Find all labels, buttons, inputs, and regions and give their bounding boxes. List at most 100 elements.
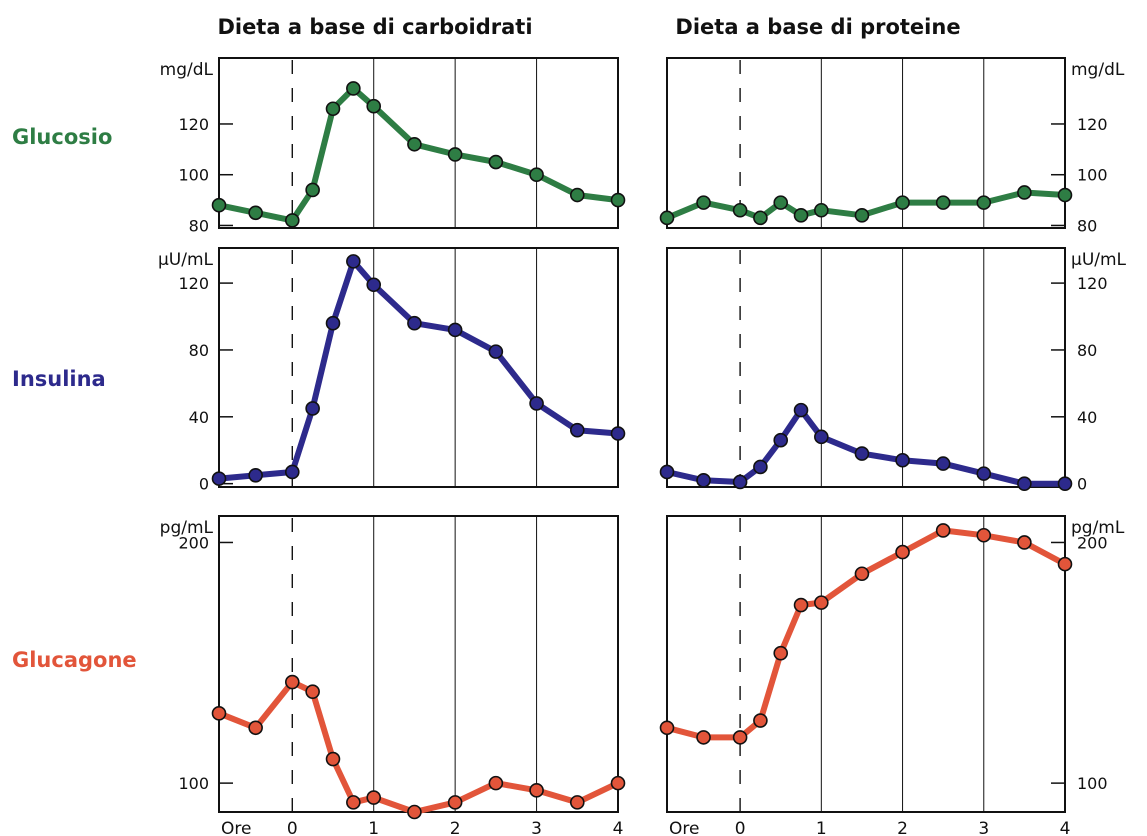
data-point [449,323,462,336]
column-title-carbohydrate: Dieta a base di carboidrati [217,15,532,39]
x-tick-label: 4 [613,819,624,836]
data-point [612,427,625,440]
data-point [367,791,380,804]
data-point [815,596,828,609]
data-point [697,474,710,487]
data-point [347,255,360,268]
y-tick-label: 80 [1077,216,1097,235]
data-point [489,156,502,169]
data-point [977,529,990,542]
panel-glucosio-prot: 80 100 120 mg/dL [661,58,1125,235]
data-point [306,402,319,415]
data-point [815,204,828,217]
panel-frame [667,58,1065,228]
data-point [661,465,674,478]
data-point [1018,186,1031,199]
data-point [855,567,868,580]
panel-glucosio-carb: 80 100 120 mg/dL [160,58,625,235]
data-point [795,404,808,417]
data-point [774,196,787,209]
data-point [734,475,747,488]
data-point [612,194,625,207]
x-tick-label: 0 [287,819,298,836]
data-point [213,472,226,485]
data-point [286,214,299,227]
data-point [855,447,868,460]
data-point [367,100,380,113]
data-point [449,148,462,161]
row-label-glucagone: Glucagone [12,648,137,672]
data-point [347,82,360,95]
data-point [1018,536,1031,549]
y-tick-label: 120 [178,115,209,134]
y-tick-label: 100 [1077,166,1108,185]
panel-frame [667,516,1065,812]
x-tick-label: 1 [368,819,379,836]
data-point [347,796,360,809]
data-point [754,714,767,727]
row-label-insulina: Insulina [12,367,106,391]
y-tick-label: 80 [1077,341,1097,360]
x-tick-label: 2 [450,819,461,836]
data-point [249,206,262,219]
data-point [286,465,299,478]
data-point [612,777,625,790]
data-point [937,196,950,209]
data-point [896,546,909,559]
y-tick-label: 100 [178,774,209,793]
data-point [661,721,674,734]
data-point [774,647,787,660]
data-point [571,796,584,809]
data-point [815,430,828,443]
y-tick-label: 0 [1077,475,1087,494]
data-point [977,467,990,480]
y-tick-label: 120 [178,274,209,293]
data-point [530,784,543,797]
y-unit-label: µU/mL [1071,250,1127,270]
y-tick-label: 80 [189,216,209,235]
data-point [489,777,502,790]
y-tick-label: 120 [1077,274,1108,293]
data-point [1059,558,1072,571]
data-point [530,168,543,181]
panel-frame [219,516,618,812]
data-point [896,454,909,467]
data-point [1059,189,1072,202]
y-unit-label: µU/mL [158,250,214,270]
data-point [306,685,319,698]
series-line [667,530,1065,737]
x-tick-label: 3 [978,819,989,836]
y-tick-label: 40 [1077,408,1097,427]
data-point [327,317,340,330]
data-point [734,731,747,744]
data-point [896,196,909,209]
y-tick-label: 0 [199,475,209,494]
data-point [530,397,543,410]
data-point [795,599,808,612]
data-point [754,211,767,224]
series-line [219,88,618,220]
data-point [408,317,421,330]
data-point [249,469,262,482]
data-point [734,204,747,217]
y-unit-label: mg/dL [1071,60,1125,80]
y-tick-label: 100 [1077,774,1108,793]
data-point [774,434,787,447]
x-axis-title: Ore [221,819,251,836]
y-tick-label: 40 [189,408,209,427]
data-point [795,209,808,222]
data-point [937,524,950,537]
x-axis-title: Ore [669,819,699,836]
data-point [449,796,462,809]
data-point [1059,477,1072,490]
data-point [1018,477,1031,490]
x-tick-label: 2 [897,819,908,836]
data-point [697,196,710,209]
data-point [249,721,262,734]
data-point [571,424,584,437]
y-unit-label: mg/dL [160,60,214,80]
x-axis-labels: Ore 0 1 2 3 4 Ore 0 1 2 3 4 [221,819,1070,836]
data-point [286,676,299,689]
